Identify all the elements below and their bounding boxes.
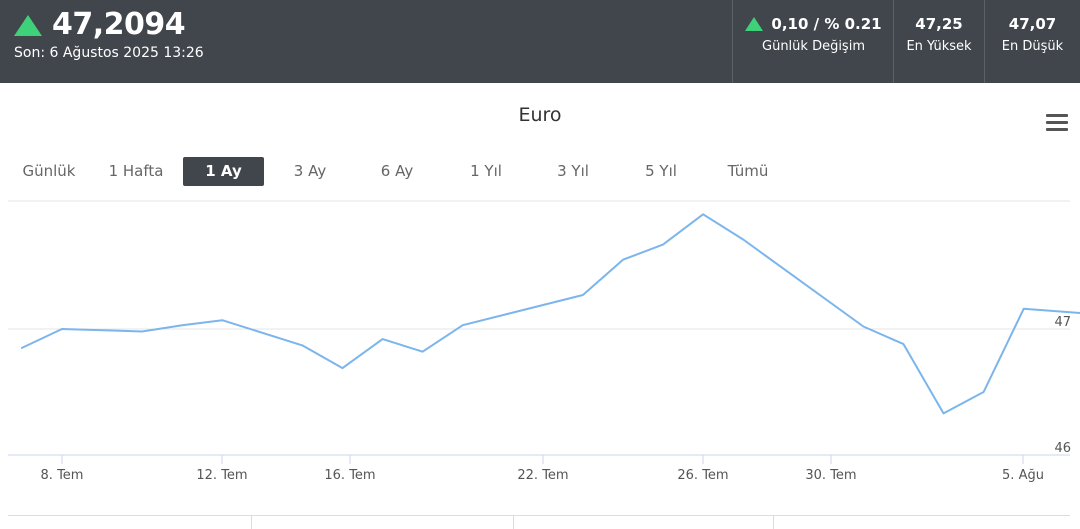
daily-high-value: 47,25 xyxy=(915,15,963,33)
series-line xyxy=(20,213,1080,415)
data-point[interactable] xyxy=(136,326,148,338)
x-tick-label: 8. Tem xyxy=(41,468,84,483)
x-tick-label: 5. Ağu xyxy=(1002,468,1044,483)
x-tick-label: 16. Tem xyxy=(324,468,375,483)
data-point[interactable] xyxy=(978,386,990,398)
data-point[interactable] xyxy=(216,314,228,326)
last-update: Son: 6 Ağustos 2025 13:26 xyxy=(14,45,204,61)
data-point[interactable] xyxy=(857,321,869,333)
data-point[interactable] xyxy=(296,339,308,351)
current-price: 47,2094 xyxy=(52,7,186,42)
range-3-ay-button[interactable]: 3 Ay xyxy=(293,162,327,180)
hamburger-menu-icon[interactable] xyxy=(1046,114,1068,132)
x-axis: 8. Tem 12. Tem 16. Tem 22. Tem 26. Tem 3… xyxy=(41,455,1044,483)
data-point[interactable] xyxy=(457,319,469,331)
x-tick-label: 12. Tem xyxy=(196,468,247,483)
navigator-divider xyxy=(251,516,252,529)
range-6-ay-button[interactable]: 6 Ay xyxy=(380,162,414,180)
series-points xyxy=(16,208,1080,419)
daily-low-label: En Düşük xyxy=(1001,39,1064,54)
data-point[interactable] xyxy=(176,319,188,331)
euro-line-chart: 47 46 8. Tem 12. Tem 16. Tem 22. Tem 26.… xyxy=(8,200,1080,483)
chart-title: Euro xyxy=(518,104,562,126)
x-tick-label: 30. Tem xyxy=(805,468,856,483)
up-arrow-icon xyxy=(745,17,764,31)
range-gunluk-button[interactable]: Günlük xyxy=(22,162,76,180)
daily-high-label: En Yüksek xyxy=(906,39,972,54)
data-point[interactable] xyxy=(577,289,589,301)
data-point[interactable] xyxy=(417,346,429,358)
range-1-hafta-button[interactable]: 1 Hafta xyxy=(108,162,164,180)
range-1-yil-button[interactable]: 1 Yıl xyxy=(470,162,502,180)
navigator-divider xyxy=(773,516,774,529)
data-point[interactable] xyxy=(657,239,669,251)
data-point[interactable] xyxy=(337,362,349,374)
y-tick-label: 47 xyxy=(1054,315,1071,330)
daily-change-value: 0,10 / % 0.21 xyxy=(771,15,882,33)
daily-change-label: Günlük Değişim xyxy=(762,39,865,54)
navigator[interactable] xyxy=(8,515,1070,529)
quote-header: 47,2094 Son: 6 Ağustos 2025 13:26 0,10 /… xyxy=(0,0,1080,83)
daily-high: 47,25 En Yüksek xyxy=(893,0,984,83)
data-point[interactable] xyxy=(1018,303,1030,315)
daily-low: 47,07 En Düşük xyxy=(984,0,1080,83)
range-5-yil-button[interactable]: 5 Yıl xyxy=(645,162,677,180)
navigator-divider xyxy=(513,516,514,529)
daily-low-value: 47,07 xyxy=(1008,15,1057,33)
data-point[interactable] xyxy=(898,338,910,350)
up-arrow-icon xyxy=(14,14,42,36)
range-1-ay-button[interactable]: 1 Ay xyxy=(183,157,264,186)
data-point[interactable] xyxy=(16,342,28,354)
data-point[interactable] xyxy=(938,407,950,419)
range-tumu-button[interactable]: Tümü xyxy=(727,162,769,180)
data-point[interactable] xyxy=(377,333,389,345)
data-point[interactable] xyxy=(56,323,68,335)
daily-change: 0,10 / % 0.21 Günlük Değişim xyxy=(732,0,894,83)
price-block: 47,2094 Son: 6 Ağustos 2025 13:26 xyxy=(14,8,204,61)
data-point[interactable] xyxy=(617,254,629,266)
data-point[interactable] xyxy=(697,208,709,220)
x-tick-label: 26. Tem xyxy=(677,468,728,483)
y-tick-label: 46 xyxy=(1054,441,1071,456)
range-3-yil-button[interactable]: 3 Yıl xyxy=(557,162,589,180)
x-tick-label: 22. Tem xyxy=(517,468,568,483)
data-point[interactable] xyxy=(737,234,749,246)
